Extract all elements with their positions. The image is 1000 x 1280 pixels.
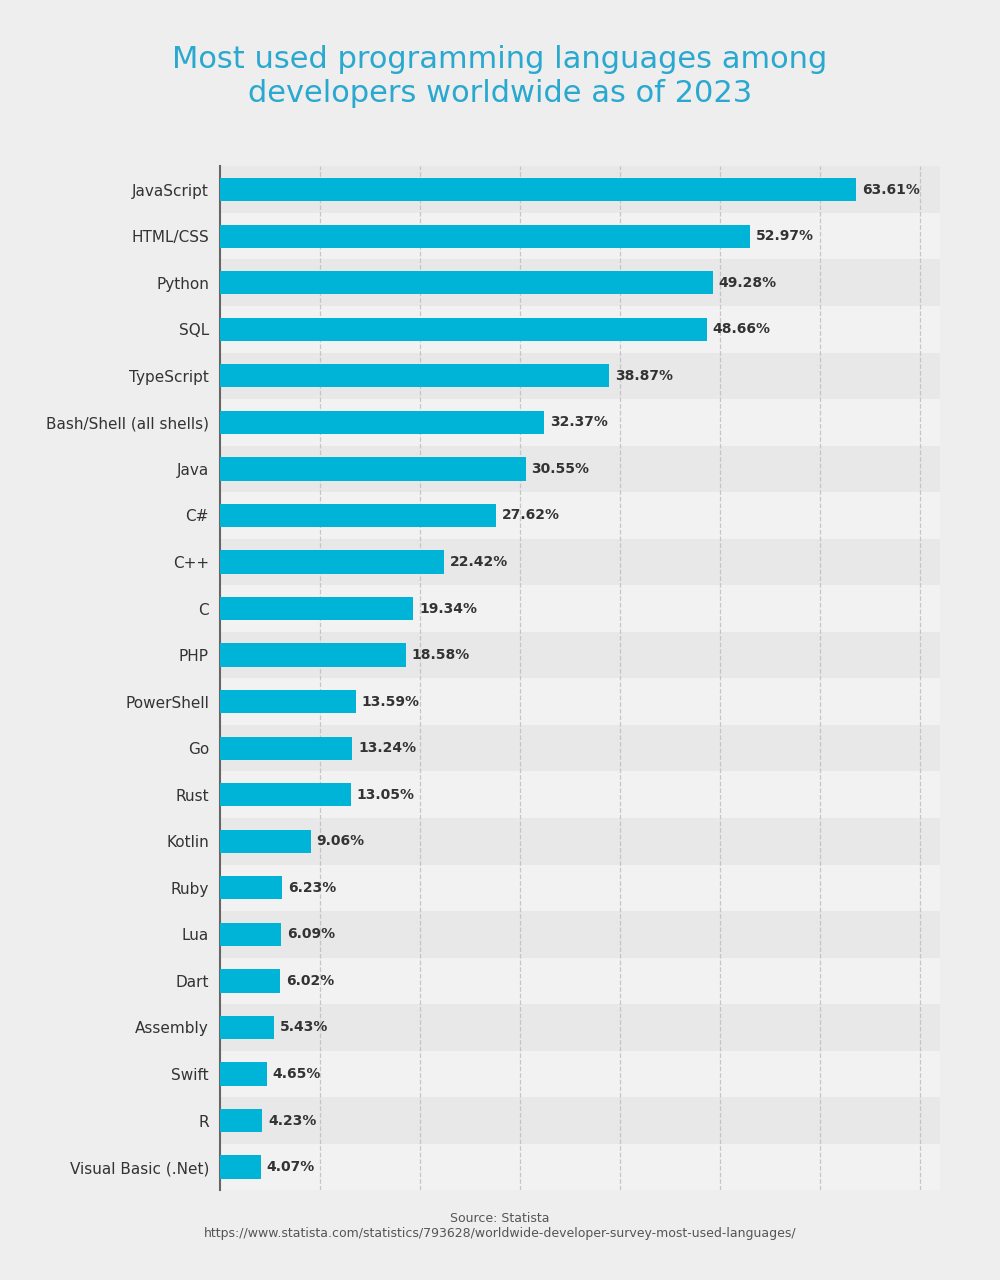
Bar [220,818,940,864]
Bar [220,969,280,992]
Text: 27.62%: 27.62% [502,508,560,522]
Text: 48.66%: 48.66% [713,323,771,337]
Text: Source: Statista
https://www.statista.com/statistics/793628/worldwide-developer-: Source: Statista https://www.statista.co… [204,1212,796,1240]
Bar [220,783,351,806]
Bar [220,212,940,260]
Bar [220,260,940,306]
Bar [220,923,281,946]
Text: 19.34%: 19.34% [419,602,477,616]
Bar [220,1016,274,1039]
Bar [220,690,356,713]
Text: 38.87%: 38.87% [615,369,673,383]
Bar [220,772,940,818]
Bar [220,1097,940,1144]
Text: 4.23%: 4.23% [268,1114,317,1128]
Bar [220,596,413,621]
Bar [220,352,940,399]
Text: Most used programming languages among
developers worldwide as of 2023: Most used programming languages among de… [172,46,828,108]
Bar [220,1144,940,1190]
Text: 13.05%: 13.05% [356,787,415,801]
Bar [220,864,940,911]
Bar [220,911,940,957]
Bar [220,644,406,667]
Text: 5.43%: 5.43% [280,1020,329,1034]
Bar [220,1108,262,1133]
Bar [220,1005,940,1051]
Bar [220,877,282,900]
Text: 18.58%: 18.58% [412,648,470,662]
Bar [220,306,940,352]
Bar [220,493,940,539]
Text: 13.59%: 13.59% [362,695,420,709]
Bar [220,504,496,527]
Bar [220,550,444,573]
Bar [220,736,352,760]
Bar [220,399,940,445]
Bar [220,957,940,1005]
Bar [220,1156,261,1179]
Text: 13.24%: 13.24% [358,741,417,755]
Text: 22.42%: 22.42% [450,556,508,570]
Text: 32.37%: 32.37% [550,416,608,429]
Text: 49.28%: 49.28% [719,275,777,289]
Bar [220,1051,940,1097]
Bar [220,445,940,493]
Text: 4.07%: 4.07% [267,1160,315,1174]
Text: 6.09%: 6.09% [287,928,335,941]
Bar [220,411,544,434]
Bar [220,539,940,585]
Bar [220,166,940,212]
Bar [220,178,856,201]
Text: 63.61%: 63.61% [862,183,920,197]
Bar [220,585,940,632]
Text: 6.23%: 6.23% [288,881,337,895]
Bar [220,457,526,480]
Bar [220,632,940,678]
Bar [220,365,609,388]
Bar [220,317,707,340]
Text: 9.06%: 9.06% [317,835,365,849]
Text: 4.65%: 4.65% [272,1068,321,1082]
Text: 30.55%: 30.55% [532,462,590,476]
Bar [220,829,311,852]
Bar [220,224,750,248]
Text: 6.02%: 6.02% [286,974,334,988]
Bar [220,271,713,294]
Text: 52.97%: 52.97% [756,229,814,243]
Bar [220,724,940,772]
Bar [220,678,940,724]
Bar [220,1062,266,1085]
